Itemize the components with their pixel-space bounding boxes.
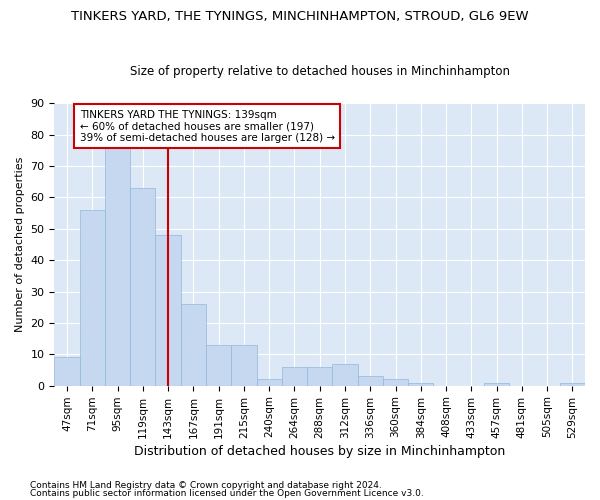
Bar <box>383 380 408 386</box>
Bar <box>181 304 206 386</box>
Text: Contains HM Land Registry data © Crown copyright and database right 2024.: Contains HM Land Registry data © Crown c… <box>30 480 382 490</box>
Title: Size of property relative to detached houses in Minchinhampton: Size of property relative to detached ho… <box>130 66 510 78</box>
Bar <box>484 382 509 386</box>
Text: TINKERS YARD, THE TYNINGS, MINCHINHAMPTON, STROUD, GL6 9EW: TINKERS YARD, THE TYNINGS, MINCHINHAMPTO… <box>71 10 529 23</box>
Bar <box>560 382 585 386</box>
Bar <box>105 147 130 386</box>
Bar <box>358 376 383 386</box>
Y-axis label: Number of detached properties: Number of detached properties <box>15 157 25 332</box>
Bar <box>231 345 257 386</box>
Bar <box>130 188 155 386</box>
Text: TINKERS YARD THE TYNINGS: 139sqm
← 60% of detached houses are smaller (197)
39% : TINKERS YARD THE TYNINGS: 139sqm ← 60% o… <box>80 110 335 143</box>
Bar <box>332 364 358 386</box>
Bar <box>55 358 80 386</box>
Bar <box>408 382 433 386</box>
Bar <box>282 367 307 386</box>
Bar <box>307 367 332 386</box>
Text: Contains public sector information licensed under the Open Government Licence v3: Contains public sector information licen… <box>30 489 424 498</box>
Bar <box>80 210 105 386</box>
Bar <box>206 345 231 386</box>
Bar <box>257 380 282 386</box>
Bar <box>155 235 181 386</box>
X-axis label: Distribution of detached houses by size in Minchinhampton: Distribution of detached houses by size … <box>134 444 505 458</box>
